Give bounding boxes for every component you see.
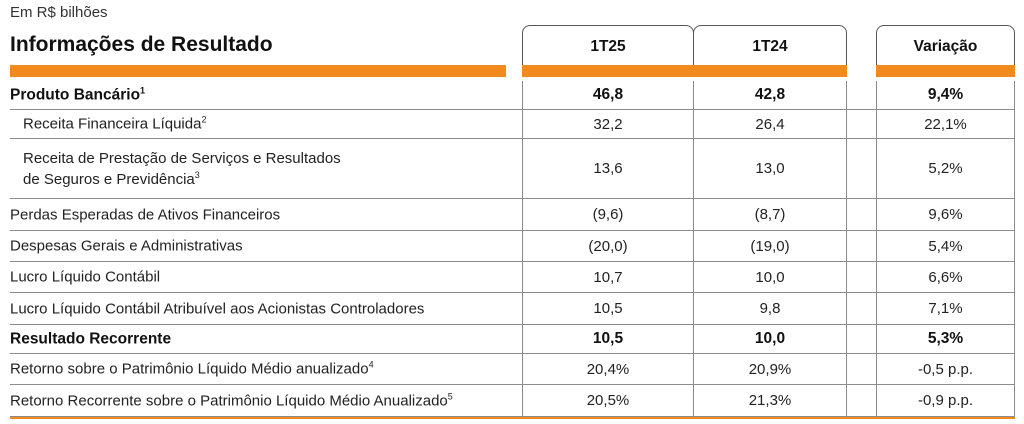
row-label-text: Receita Financeira Líquida [23, 115, 202, 133]
cell-variacao: 9,4% [876, 81, 1015, 109]
row-label: Lucro Líquido Contábil [10, 267, 160, 288]
table-row: Lucro Líquido Contábil Atribuível aos Ac… [10, 293, 1015, 325]
cell-variacao: 5,2% [876, 139, 1015, 198]
footnote-marker: 4 [368, 359, 374, 370]
cell-1t24: 13,0 [693, 139, 847, 198]
table-row: Perdas Esperadas de Ativos Financeiros (9… [10, 199, 1015, 231]
table-row: Resultado Recorrente 10,5 10,0 5,3% [10, 325, 1015, 354]
row-label-text: Receita de Prestação de Serviços e Resul… [23, 149, 341, 167]
row-label-text: Lucro Líquido Contábil Atribuível aos Ac… [10, 300, 425, 317]
cell-variacao: 5,4% [876, 231, 1015, 261]
cell-1t25: 20,5% [522, 385, 694, 416]
cell-1t24: 10,0 [693, 325, 847, 353]
cell-variacao: 9,6% [876, 199, 1015, 230]
cell-1t25: 46,8 [522, 81, 694, 109]
cell-1t25: 10,5 [522, 325, 694, 353]
row-label-text: Retorno sobre o Patrimônio Líquido Médio… [10, 360, 369, 378]
row-label: Resultado Recorrente [10, 329, 171, 350]
table-row: Despesas Gerais e Administrativas (20,0)(… [10, 231, 1015, 262]
cell-variacao: -0,5 p.p. [876, 354, 1015, 384]
table-bottom-rule [10, 417, 1015, 419]
cell-1t25: 20,4% [522, 354, 694, 384]
footnote-marker: 3 [194, 169, 200, 180]
cell-1t24: 9,8 [693, 293, 847, 324]
row-label: Receita de Prestação de Serviços e Resul… [23, 148, 341, 190]
table-title: Informações de Resultado [10, 33, 273, 56]
row-label-text: Perdas Esperadas de Ativos Financeiros [10, 206, 281, 223]
row-label-text: Resultado Recorrente [10, 330, 172, 348]
cell-1t24: 10,0 [693, 262, 847, 292]
cell-variacao: -0,9 p.p. [876, 385, 1015, 416]
cell-1t25: (9,6) [522, 199, 694, 230]
cell-1t25: 13,6 [522, 139, 694, 198]
row-label-text: Retorno Recorrente sobre o Patrimônio Lí… [10, 392, 448, 409]
cell-1t24: 21,3% [693, 385, 847, 416]
table-row: Produto Bancário1 46,8 42,8 9,4% [10, 81, 1015, 110]
cell-variacao: 7,1% [876, 293, 1015, 324]
cell-variacao: 22,1% [876, 110, 1015, 138]
row-label-text: Despesas Gerais e Administrativas [10, 237, 243, 255]
cell-1t25: 10,7 [522, 262, 694, 292]
row-label-text-line2: de Seguros e Previdência [23, 170, 195, 188]
results-table: Produto Bancário1 46,8 42,8 9,4% Receita Fin… [10, 81, 1015, 417]
row-label: Lucro Líquido Contábil Atribuível aos Ac… [10, 298, 424, 319]
row-label: Retorno Recorrente sobre o Patrimônio Lí… [10, 390, 453, 411]
table-row: Retorno Recorrente sobre o Patrimônio Lí… [10, 385, 1015, 417]
row-label: Retorno sobre o Patrimônio Líquido Médio… [10, 359, 374, 380]
row-label-text: Produto Bancário [10, 86, 141, 104]
cell-1t25: 10,5 [522, 293, 694, 324]
row-label: Receita Financeira Líquida2 [23, 114, 206, 135]
column-accent-bar-1t24 [693, 65, 847, 77]
table-row: Receita Financeira Líquida2 32,2 26,4 22,1% [10, 110, 1015, 139]
row-label-text: Lucro Líquido Contábil [10, 268, 161, 286]
cell-1t24: (19,0) [693, 231, 847, 261]
footnote-marker: 2 [201, 114, 207, 125]
row-label: Perdas Esperadas de Ativos Financeiros [10, 204, 280, 225]
cell-variacao: 6,6% [876, 262, 1015, 292]
table-row: Retorno sobre o Patrimônio Líquido Médio… [10, 354, 1015, 385]
cell-1t24: 42,8 [693, 81, 847, 109]
column-accent-bar-1t25 [522, 65, 694, 77]
unit-label: Em R$ bilhões [10, 4, 108, 21]
footnote-marker: 5 [447, 391, 453, 401]
table-row: Lucro Líquido Contábil 10,7 10,0 6,6% [10, 262, 1015, 293]
column-header-variacao: Variação [876, 25, 1015, 75]
cell-1t24: (8,7) [693, 199, 847, 230]
row-label: Despesas Gerais e Administrativas [10, 236, 243, 257]
column-header-1t24: 1T24 [693, 25, 847, 75]
column-accent-bar-variacao [876, 65, 1015, 77]
table-row: Receita de Prestação de Serviços e Resul… [10, 139, 1015, 199]
cell-1t24: 26,4 [693, 110, 847, 138]
cell-variacao: 5,3% [876, 325, 1015, 353]
cell-1t24: 20,9% [693, 354, 847, 384]
cell-1t25: (20,0) [522, 231, 694, 261]
footnote-marker: 1 [140, 85, 146, 96]
row-label: Produto Bancário1 [10, 85, 145, 106]
cell-1t25: 32,2 [522, 110, 694, 138]
header-accent-bar [10, 65, 506, 77]
